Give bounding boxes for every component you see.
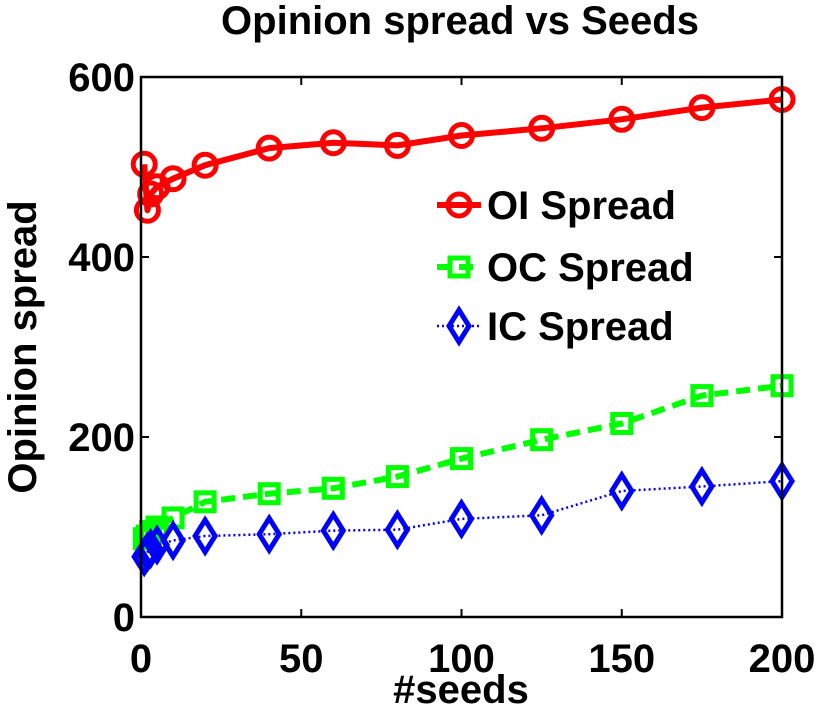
data-point-oc-spread	[257, 482, 281, 506]
data-point-oi-spread	[608, 105, 636, 133]
data-point-ic-spread	[384, 508, 411, 551]
data-point-ic-spread	[192, 515, 219, 557]
data-point-oc-spread	[385, 465, 409, 489]
data-point-oi-spread	[319, 129, 347, 157]
data-point-oc-spread	[193, 490, 217, 514]
x-tick-label: 100	[428, 637, 495, 681]
x-tick-label: 50	[279, 637, 324, 681]
series-oi-spread	[130, 86, 796, 224]
legend-label: OI Spread	[487, 184, 676, 228]
data-point-ic-spread	[137, 527, 164, 570]
legend-marker	[446, 305, 472, 347]
series-line-ic-spread	[143, 479, 783, 558]
legend: OI Spread OC Spread IC Spread	[437, 184, 694, 349]
legend-label: IC Spread	[487, 305, 674, 349]
data-point-oi-spread	[688, 94, 716, 122]
data-point-oc-spread	[690, 384, 714, 408]
data-point-ic-spread	[160, 519, 186, 562]
y-tick-label: 600	[68, 56, 135, 100]
legend-label: OC Spread	[487, 246, 694, 290]
x-axis-label: #seeds	[393, 668, 529, 705]
series-oc-spread	[132, 374, 794, 551]
y-tick-label: 0	[113, 596, 135, 640]
data-point-oi-spread	[159, 165, 187, 193]
data-point-oi-spread	[383, 131, 411, 159]
legend-item-oi-spread: OI Spread	[437, 184, 676, 228]
series-line-oc-spread	[142, 382, 783, 541]
data-point-ic-spread	[608, 470, 635, 512]
data-point-oi-spread	[133, 196, 161, 224]
data-point-oi-spread	[528, 114, 556, 142]
data-point-oi-spread	[255, 134, 283, 162]
plot-area	[130, 86, 796, 578]
data-point-oi-spread	[191, 151, 219, 179]
x-tick-label: 150	[588, 637, 655, 681]
data-point-oc-spread	[450, 447, 473, 471]
data-point-oc-spread	[610, 412, 634, 435]
x-tick-label: 0	[130, 637, 152, 681]
data-point-oc-spread	[530, 428, 554, 452]
y-tick-label: 200	[68, 416, 135, 460]
y-tick-label: 400	[68, 236, 135, 280]
chart-title: Opinion spread vs Seeds	[221, 0, 699, 43]
data-point-ic-spread	[448, 498, 475, 540]
x-tick-label: 200	[749, 637, 816, 681]
data-point-oi-spread	[448, 122, 475, 149]
axis-ticks: 0 50 100 150 200 0 200 400 600	[68, 56, 815, 681]
y-axis-label: Opinion spread	[1, 200, 45, 493]
legend-marker	[447, 255, 471, 279]
data-point-ic-spread	[688, 465, 715, 508]
series-ic-spread	[131, 460, 795, 578]
data-point-ic-spread	[256, 513, 283, 555]
data-point-oi-spread	[130, 150, 158, 178]
data-point-oc-spread	[321, 476, 345, 500]
data-point-ic-spread	[528, 494, 555, 537]
legend-item-ic-spread: IC Spread	[437, 305, 674, 349]
legend-item-oc-spread: OC Spread	[437, 246, 694, 290]
legend-marker	[445, 191, 473, 219]
data-point-ic-spread	[320, 509, 347, 552]
